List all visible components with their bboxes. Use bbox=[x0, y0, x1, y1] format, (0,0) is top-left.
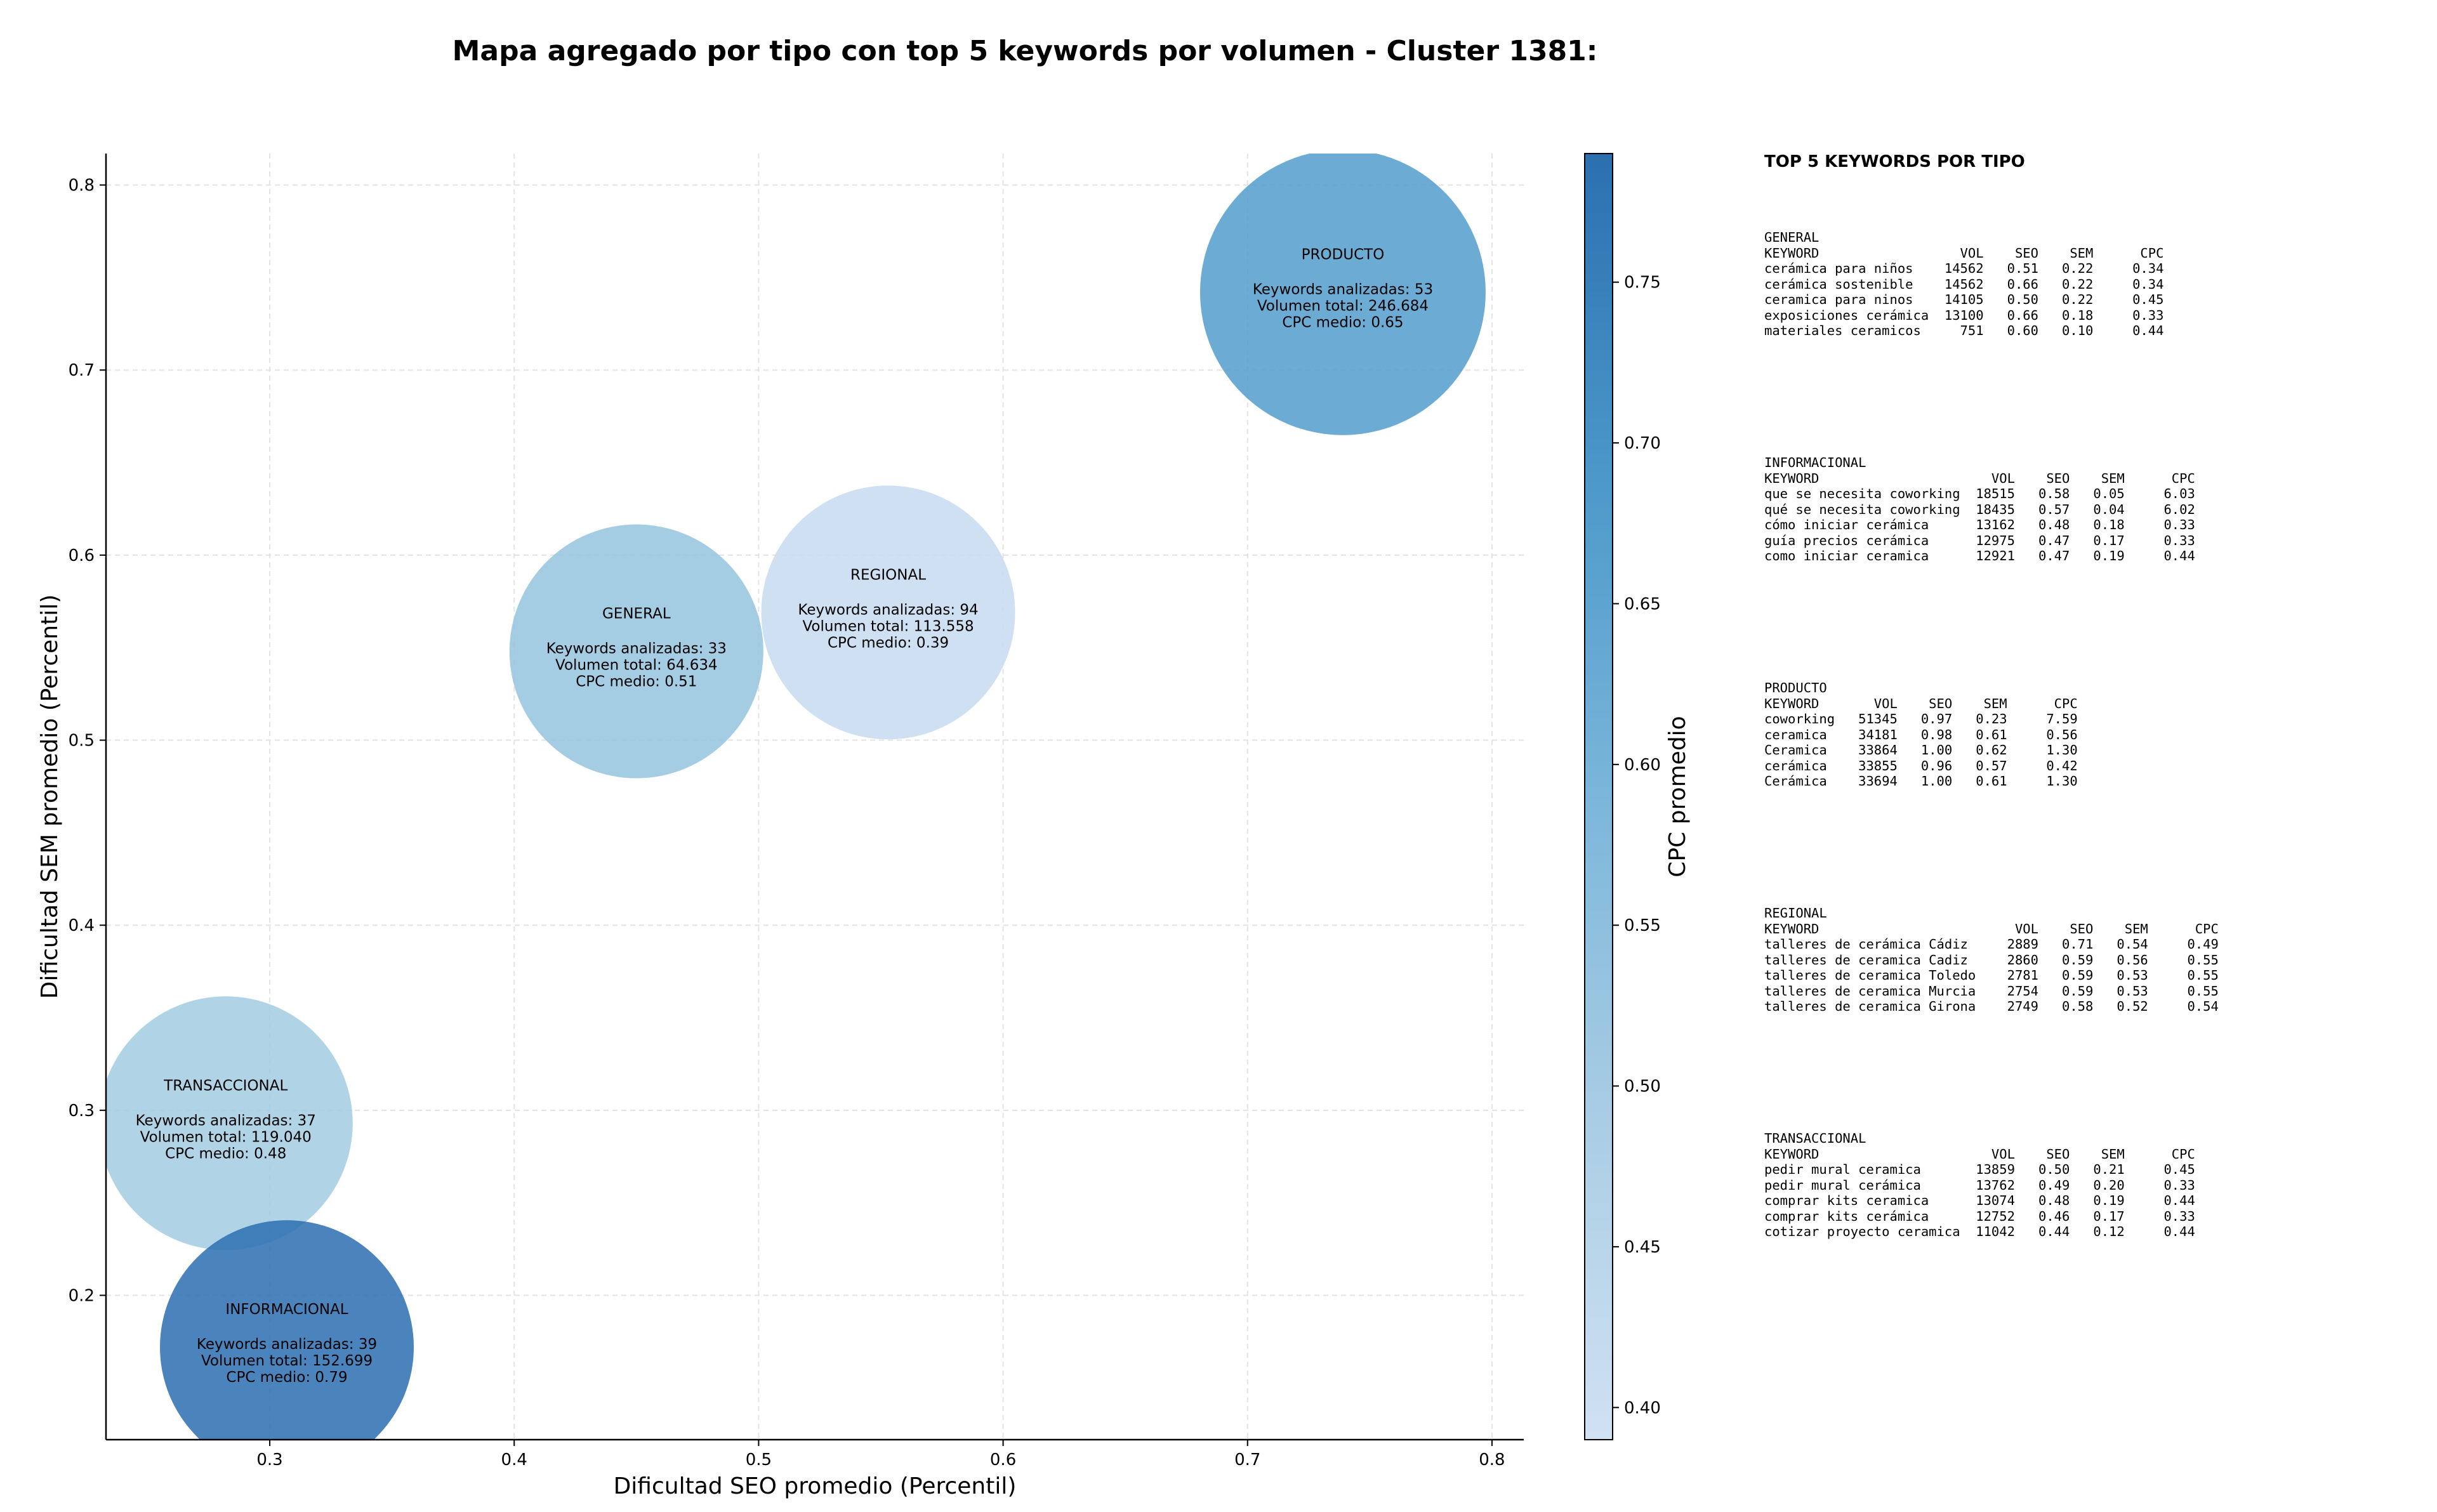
bubble-label-regional: REGIONAL bbox=[850, 567, 926, 583]
bubble-label-general: GENERAL bbox=[602, 606, 671, 622]
colorbar-tick-label: 0.50 bbox=[1624, 1077, 1661, 1096]
bubble-producto[interactable] bbox=[1200, 150, 1486, 435]
bubble-stat-regional: Volumen total: 113.558 bbox=[802, 618, 974, 634]
keywords-table-regional: REGIONAL KEYWORD VOL SEO SEM CPC talleres … bbox=[1764, 905, 2219, 1015]
colorbar-tick-label: 0.65 bbox=[1624, 595, 1661, 614]
keyword-table-line: KEYWORD VOL SEO SEM CPC bbox=[1764, 470, 2195, 486]
colorbar-tick-label: 0.75 bbox=[1624, 273, 1661, 293]
keyword-table-line: KEYWORD VOL SEO SEM CPC bbox=[1764, 921, 2219, 937]
keyword-table-line: que se necesita coworking 18515 0.58 0.0… bbox=[1764, 486, 2195, 501]
x-tick-label: 0.3 bbox=[256, 1450, 282, 1469]
colorbar-tick-label: 0.55 bbox=[1624, 916, 1661, 935]
keywords-table-general: GENERAL KEYWORD VOL SEO SEM CPC cerámica p… bbox=[1764, 230, 2163, 339]
bubble-label-transaccional: TRANSACCIONAL bbox=[163, 1077, 287, 1094]
keyword-table-line: guía precios cerámica 12975 0.47 0.17 0.… bbox=[1764, 532, 2195, 548]
colorbar-tick-label: 0.40 bbox=[1624, 1398, 1661, 1417]
x-axis-label: Dificultad SEO promedio (Percentil) bbox=[614, 1473, 1017, 1499]
keyword-table-line: cómo iniciar cerámica 13162 0.48 0.18 0.… bbox=[1764, 517, 2195, 532]
colorbar-tick-label: 0.60 bbox=[1624, 756, 1661, 775]
keywords-table-transaccional: TRANSACCIONAL KEYWORD VOL SEO SEM CPC pedi… bbox=[1764, 1131, 2195, 1240]
colorbar-tick-label: 0.70 bbox=[1624, 434, 1661, 453]
keyword-table-line: PRODUCTO bbox=[1764, 680, 1827, 695]
x-tick-label: 0.4 bbox=[501, 1450, 527, 1469]
keyword-table-line: comprar kits cerámica 12752 0.46 0.17 0.… bbox=[1764, 1208, 2195, 1224]
keyword-table-line: talleres de cerámica Cádiz 2889 0.71 0.5… bbox=[1764, 937, 2219, 952]
bubble-stat-general: Keywords analizadas: 33 bbox=[546, 641, 727, 657]
keyword-table-line: pedir mural ceramica 13859 0.50 0.21 0.4… bbox=[1764, 1162, 2195, 1177]
bubble-stat-informacional: Keywords analizadas: 39 bbox=[197, 1336, 377, 1353]
chart-title: Mapa agregado por tipo con top 5 keyword… bbox=[452, 35, 1598, 67]
keyword-table-line: cotizar proyecto ceramica 11042 0.44 0.1… bbox=[1764, 1224, 2195, 1239]
x-tick-label: 0.6 bbox=[990, 1450, 1016, 1469]
keyword-table-line: talleres de ceramica Toledo 2781 0.59 0.… bbox=[1764, 968, 2219, 983]
keyword-table-line: qué se necesita coworking 18435 0.57 0.0… bbox=[1764, 501, 2195, 517]
colorbar: 0.40 0.45 0.50 0.55 0.60 0.65 0.70 0.75 CPC prom… bbox=[1584, 153, 1691, 1440]
keyword-table-line: cerámica 33855 0.96 0.57 0.42 bbox=[1764, 758, 2078, 773]
keyword-table-line: INFORMACIONAL bbox=[1764, 455, 1866, 470]
bubble-label-informacional: INFORMACIONAL bbox=[225, 1301, 348, 1318]
keyword-table-line: como iniciar ceramica 12921 0.47 0.19 0.… bbox=[1764, 548, 2195, 563]
y-axis-label: Dificultad SEM promedio (Percentil) bbox=[37, 595, 63, 999]
colorbar-tick-label: 0.45 bbox=[1624, 1238, 1661, 1257]
keyword-table-line: talleres de ceramica Murcia 2754 0.59 0.… bbox=[1764, 983, 2219, 999]
bubble-transaccional[interactable] bbox=[99, 996, 353, 1251]
keyword-table-line: TRANSACCIONAL bbox=[1764, 1131, 1866, 1146]
keyword-table-line: KEYWORD VOL SEO SEM CPC bbox=[1764, 695, 2078, 711]
keyword-table-line: exposiciones cerámica 13100 0.66 0.18 0.… bbox=[1764, 307, 2164, 323]
y-tick-label: 0.2 bbox=[69, 1287, 95, 1306]
keyword-table-line: KEYWORD VOL SEO SEM CPC bbox=[1764, 245, 2164, 261]
keyword-table-line: cerámica para niños 14562 0.51 0.22 0.34 bbox=[1764, 261, 2164, 276]
y-tick-label: 0.5 bbox=[69, 732, 95, 751]
keyword-table-line: KEYWORD VOL SEO SEM CPC bbox=[1764, 1146, 2195, 1162]
keyword-table-line: materiales ceramicos 751 0.60 0.10 0.44 bbox=[1764, 323, 2164, 338]
bubble-stat-producto: Volumen total: 246.684 bbox=[1257, 298, 1429, 315]
keyword-table-line: comprar kits ceramica 13074 0.48 0.19 0.… bbox=[1764, 1193, 2195, 1208]
keyword-table-line: talleres de ceramica Girona 2749 0.58 0.… bbox=[1764, 999, 2219, 1014]
keyword-table-line: Ceramica 33864 1.00 0.62 1.30 bbox=[1764, 742, 2078, 758]
keyword-table-line: ceramica para ninos 14105 0.50 0.22 0.45 bbox=[1764, 292, 2164, 307]
bubble-stat-informacional: Volumen total: 152.699 bbox=[201, 1353, 373, 1369]
bubble-general[interactable] bbox=[509, 524, 763, 779]
colorbar-label: CPC promedio bbox=[1665, 716, 1691, 877]
keyword-table-line: talleres de ceramica Cadiz 2860 0.59 0.5… bbox=[1764, 952, 2219, 968]
colorbar-gradient bbox=[1584, 153, 1613, 1440]
y-tick-label: 0.6 bbox=[69, 546, 95, 565]
keywords-panel-title: TOP 5 KEYWORDS POR TIPO bbox=[1764, 152, 2025, 171]
y-tick-label: 0.7 bbox=[69, 361, 95, 380]
bubble-stat-general: CPC medio: 0.51 bbox=[576, 674, 697, 690]
bubble-label-producto: PRODUCTO bbox=[1302, 247, 1385, 263]
keywords-table-producto: PRODUCTO KEYWORD VOL SEO SEM CPC coworking… bbox=[1764, 680, 2078, 789]
bubble-stat-transaccional: Keywords analizadas: 37 bbox=[136, 1112, 316, 1129]
y-tick-label: 0.8 bbox=[69, 176, 95, 195]
keyword-table-line: coworking 51345 0.97 0.23 7.59 bbox=[1764, 711, 2078, 726]
bubble-stat-regional: Keywords analizadas: 94 bbox=[798, 602, 978, 618]
keyword-table-line: pedir mural cerámica 13762 0.49 0.20 0.3… bbox=[1764, 1177, 2195, 1193]
keywords-table-informacional: INFORMACIONAL KEYWORD VOL SEO SEM CPC que … bbox=[1764, 455, 2195, 564]
bubble-stat-informacional: CPC medio: 0.79 bbox=[226, 1369, 347, 1386]
y-tick-label: 0.3 bbox=[69, 1101, 95, 1121]
x-tick-label: 0.8 bbox=[1479, 1450, 1505, 1469]
bubble-stat-regional: CPC medio: 0.39 bbox=[828, 634, 949, 651]
bubble-stat-transaccional: Volumen total: 119.040 bbox=[140, 1129, 312, 1145]
keyword-table-line: Cerámica 33694 1.00 0.61 1.30 bbox=[1764, 773, 2078, 789]
keyword-table-line: GENERAL bbox=[1764, 230, 1819, 245]
x-tick-label: 0.5 bbox=[746, 1450, 772, 1469]
keyword-table-line: cerámica sostenible 14562 0.66 0.22 0.34 bbox=[1764, 276, 2164, 292]
bubble-regional[interactable] bbox=[761, 485, 1015, 740]
axes: 0.3 0.4 0.5 0.6 0.7 0.8 0.2 0.3 0.4 0.5 0.6 0.7 0.8 D… bbox=[37, 154, 1524, 1499]
bubble-stat-transaccional: CPC medio: 0.48 bbox=[165, 1145, 286, 1162]
keyword-table-line: ceramica 34181 0.98 0.61 0.56 bbox=[1764, 726, 2078, 742]
bubble-informacional[interactable] bbox=[160, 1220, 414, 1474]
x-tick-label: 0.7 bbox=[1234, 1450, 1260, 1469]
bubble-stat-general: Volumen total: 64.634 bbox=[555, 657, 718, 674]
bubble-stat-producto: CPC medio: 0.65 bbox=[1282, 315, 1403, 331]
keyword-table-line: REGIONAL bbox=[1764, 905, 1827, 921]
y-tick-label: 0.4 bbox=[69, 916, 95, 935]
bubble-stat-producto: Keywords analizadas: 53 bbox=[1253, 282, 1433, 298]
